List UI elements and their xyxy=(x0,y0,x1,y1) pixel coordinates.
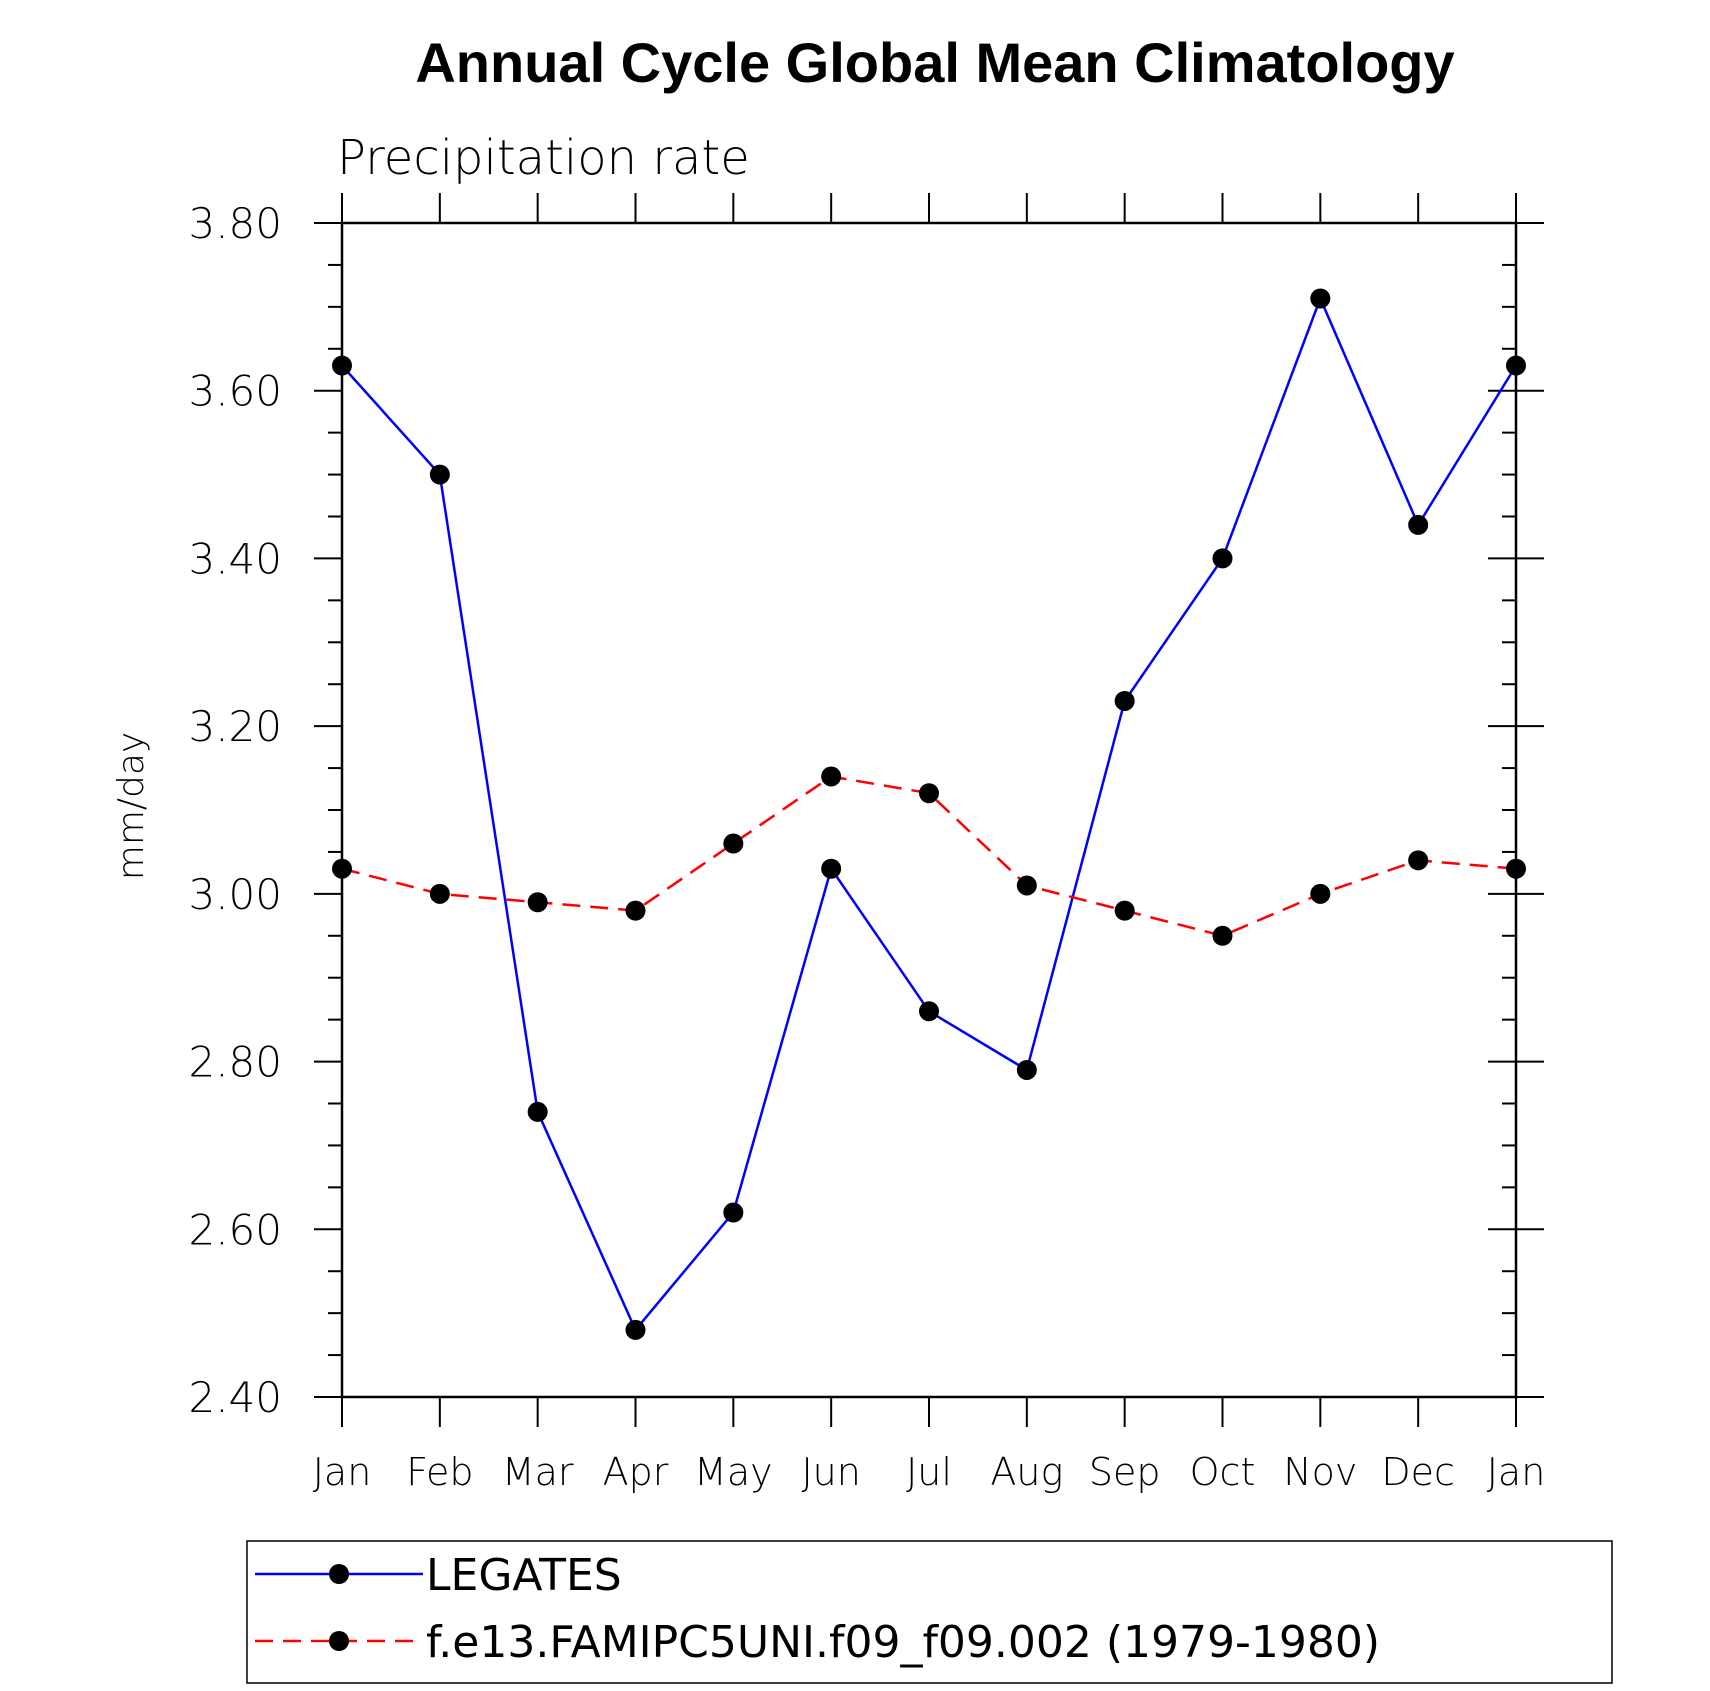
data-point xyxy=(527,892,548,913)
data-point xyxy=(919,783,939,804)
y-tick-label: 2.60 xyxy=(188,1205,282,1254)
data-point xyxy=(1310,288,1331,309)
data-point xyxy=(625,900,646,921)
data-point xyxy=(1212,548,1233,569)
x-tick-label: Mar xyxy=(502,1450,574,1494)
x-tick-label: Nov xyxy=(1283,1450,1357,1494)
x-tick-label: Oct xyxy=(1190,1450,1256,1494)
data-point xyxy=(1212,925,1233,946)
y-tick-label: 3.60 xyxy=(188,367,282,416)
y-tick-labels: 2.40 2.60 2.80 3.00 3.20 3.40 3.60 3.80 xyxy=(188,199,282,1422)
legend-label: f.e13.FAMIPC5UNI.f09_f09.002 (1979-1980) xyxy=(426,1617,1380,1668)
y-tick-label: 3.00 xyxy=(188,870,282,919)
x-tick-label: May xyxy=(694,1450,773,1494)
x-tick-label: Jan xyxy=(313,1450,372,1494)
data-point xyxy=(1114,690,1135,711)
data-point xyxy=(1506,858,1526,879)
series-lines xyxy=(341,295,1518,1333)
legend-swatch-marker xyxy=(329,1564,349,1584)
data-point xyxy=(527,1101,548,1122)
data-point xyxy=(625,1319,646,1340)
legend: LEGATES f.e13.FAMIPC5UNI.f09_f09.002 (197… xyxy=(246,1540,1613,1684)
x-tick-labels: Jan Feb Mar Apr May Jun Jul Aug Sep Oct Nov Dec Jan xyxy=(313,1450,1546,1494)
chart-title: Annual Cycle Global Mean Climatology xyxy=(415,31,1454,94)
chart-subtitle: Precipitation rate xyxy=(337,130,750,186)
x-tick-label: Sep xyxy=(1089,1450,1161,1494)
data-point xyxy=(429,464,450,485)
data-point xyxy=(1408,850,1429,871)
data-point xyxy=(919,1001,939,1022)
data-point xyxy=(821,766,842,787)
y-tick-label: 3.20 xyxy=(188,702,282,751)
data-point xyxy=(1506,355,1526,376)
data-point xyxy=(332,858,352,879)
data-point xyxy=(332,355,352,376)
legend-box xyxy=(246,1540,1613,1684)
data-point xyxy=(429,883,450,904)
data-point xyxy=(1114,900,1135,921)
y-tick-label: 2.80 xyxy=(188,1038,282,1087)
axis-ticks xyxy=(314,193,1544,1427)
y-tick-label: 3.80 xyxy=(188,199,282,248)
data-point xyxy=(723,1202,744,1223)
data-point xyxy=(1016,875,1037,896)
legend-swatch-marker xyxy=(329,1631,349,1651)
x-tick-label: Feb xyxy=(406,1450,473,1494)
data-point xyxy=(1016,1059,1037,1080)
y-tick-label: 3.40 xyxy=(188,534,282,583)
x-tick-label: Jun xyxy=(801,1450,860,1494)
data-point xyxy=(1310,883,1331,904)
x-tick-label: Aug xyxy=(990,1450,1063,1494)
data-point xyxy=(1408,514,1429,535)
legend-label: LEGATES xyxy=(426,1550,622,1601)
x-tick-label: Dec xyxy=(1381,1450,1455,1494)
y-tick-label: 2.40 xyxy=(188,1373,282,1422)
y-axis-label: mm/day xyxy=(111,732,152,880)
series-line xyxy=(341,295,1518,1333)
plot-frame xyxy=(340,221,1518,1399)
data-markers xyxy=(332,288,1526,1340)
x-tick-label: Apr xyxy=(603,1450,669,1494)
x-tick-label: Jul xyxy=(906,1450,952,1494)
data-point xyxy=(821,858,842,879)
data-point xyxy=(723,833,744,854)
x-tick-label: Jan xyxy=(1487,1450,1546,1494)
